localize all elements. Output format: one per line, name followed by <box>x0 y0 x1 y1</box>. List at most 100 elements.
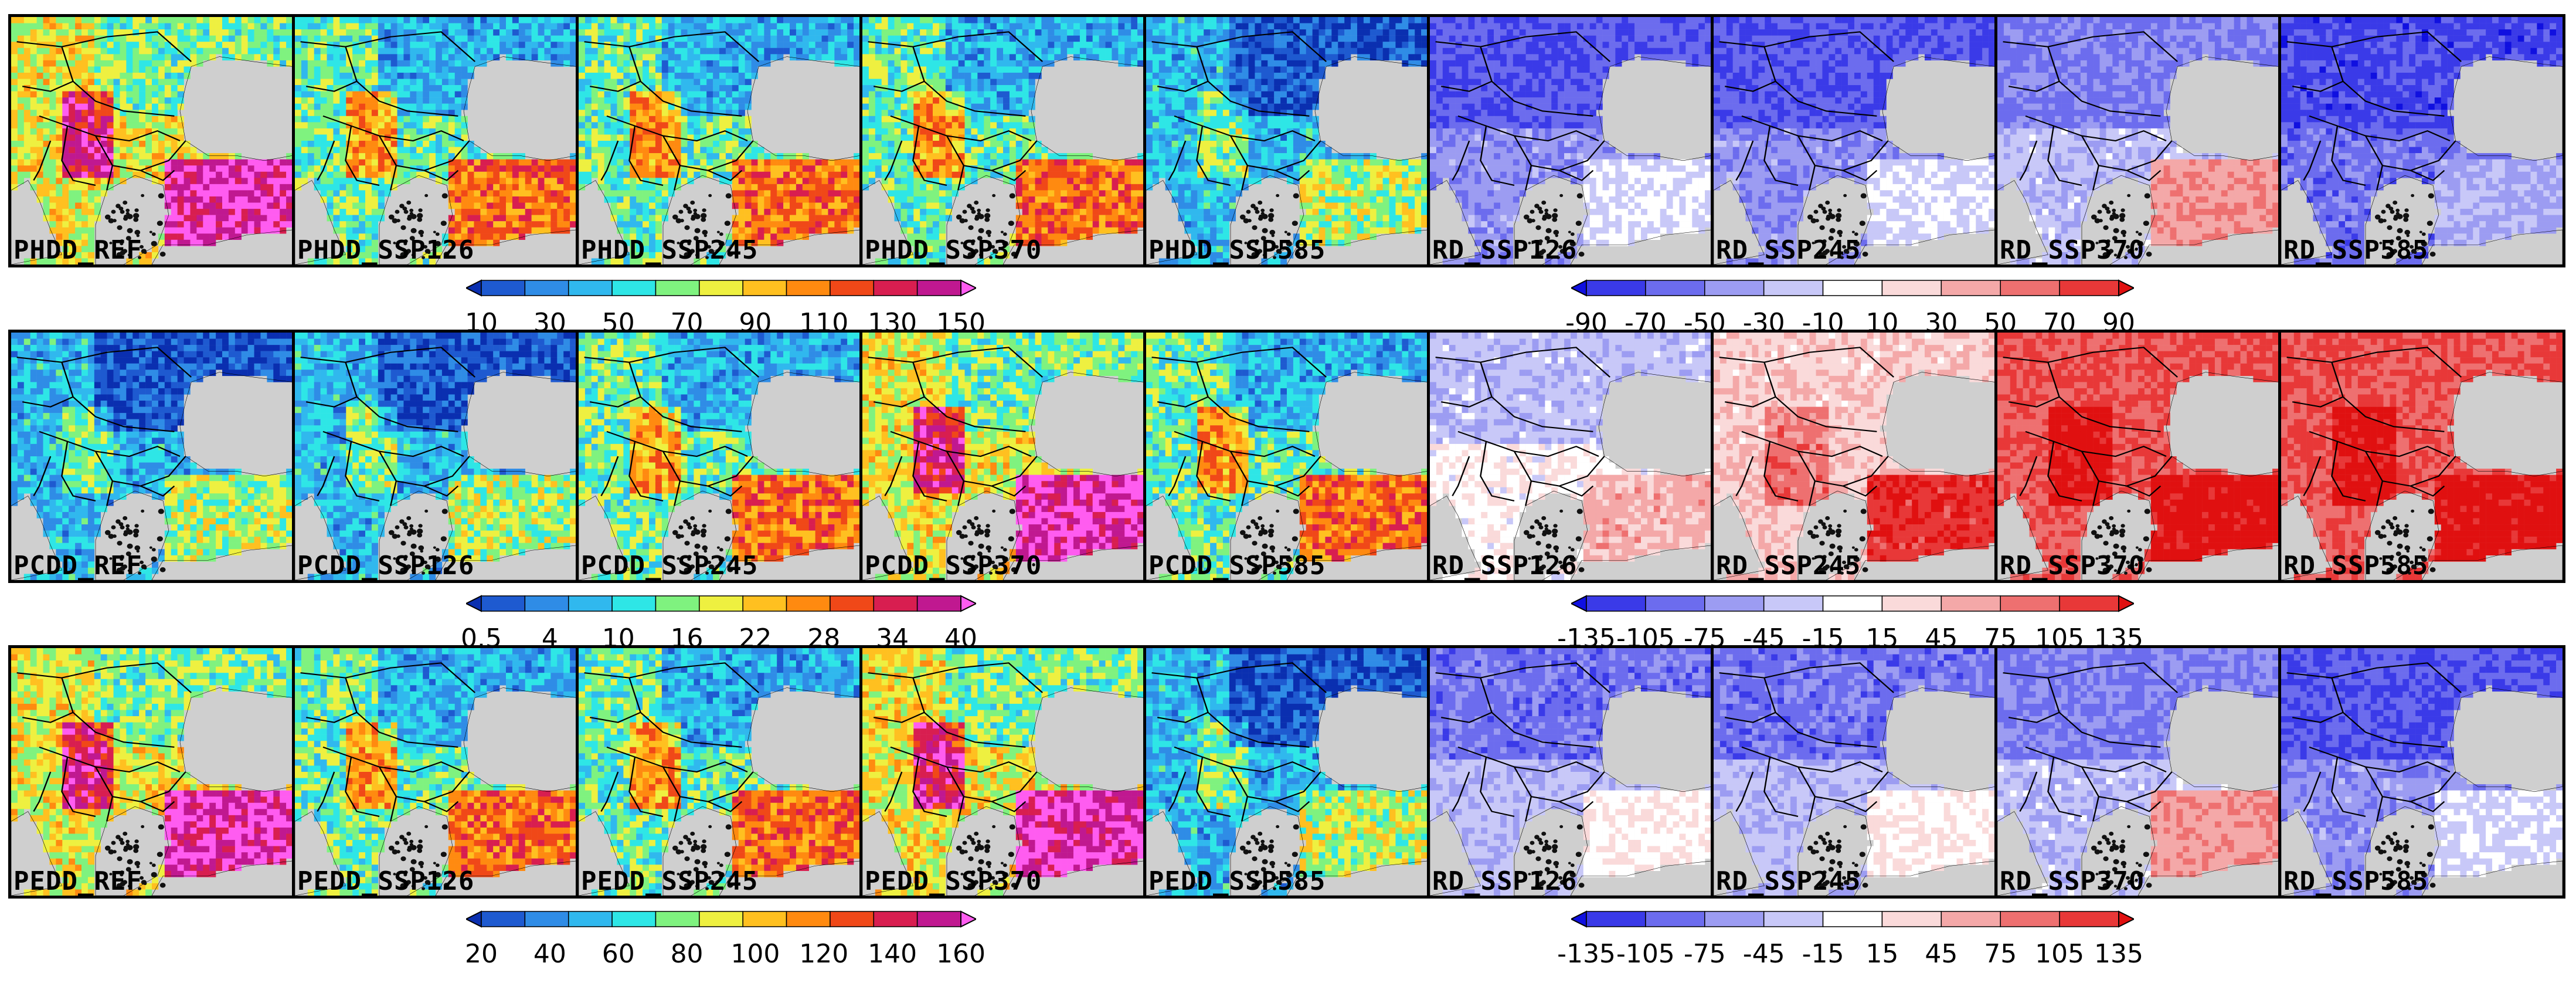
colorbar-swatch <box>1941 911 2001 927</box>
panel-label: PHDD_REF <box>13 236 142 265</box>
map-panel-phdd-2: PHDD_SSP126 <box>292 14 579 267</box>
map-panel-phdd-5: PHDD_SSP585 <box>1143 14 1430 267</box>
colorbar-swatch <box>2000 280 2060 296</box>
colorbar-swatch <box>1645 595 1705 612</box>
panel-label: PCDD_SSP126 <box>297 552 474 580</box>
gridded-field <box>1430 648 1711 896</box>
colorbar-swatch <box>1704 911 1765 927</box>
map-panel-pcdd-7: RD_SSP245 <box>1711 330 1998 583</box>
map-panel-pedd-6: RD_SSP126 <box>1427 645 1714 899</box>
colorbar-swatches <box>466 279 976 297</box>
panel-label: PEDD_SSP370 <box>865 867 1042 896</box>
panel-label: RD_SSP245 <box>1716 236 1861 265</box>
colorbar-swatch <box>699 595 743 612</box>
panel-label: RD_SSP126 <box>1432 867 1577 896</box>
gridded-field <box>2281 333 2563 580</box>
map-panel-pcdd-5: PCDD_SSP585 <box>1143 330 1430 583</box>
colorbar-swatch <box>655 595 700 612</box>
colorbar-swatch <box>611 911 657 927</box>
map-panel-pcdd-4: PCDD_SSP370 <box>859 330 1147 583</box>
map-panel-pcdd-8: RD_SSP370 <box>1994 330 2282 583</box>
map-panel-phdd-4: PHDD_SSP370 <box>859 14 1147 267</box>
colorbar-max-arrow <box>960 910 976 928</box>
colorbar-swatch <box>742 911 787 927</box>
map-panel-phdd-7: RD_SSP245 <box>1711 14 1998 267</box>
colorbar-tick-label: 140 <box>868 940 917 969</box>
colorbar-swatch <box>1881 911 1942 927</box>
colorbar-tick-label: 160 <box>936 940 985 969</box>
colorbar-swatch <box>830 280 875 296</box>
colorbar-tick-label: -75 <box>1684 940 1726 969</box>
colorbar-swatch <box>567 595 613 612</box>
colorbar-tick-label: 105 <box>2035 940 2084 969</box>
panel-label: PEDD_SSP126 <box>297 867 474 896</box>
colorbar-swatch <box>2059 595 2119 612</box>
colorbar-min-arrow <box>466 279 482 297</box>
colorbar-swatch <box>1763 911 1824 927</box>
panel-label: RD_SSP585 <box>2283 867 2428 896</box>
colorbar-swatch <box>916 911 961 927</box>
gridded-field <box>295 333 576 580</box>
gridded-field <box>862 648 1144 896</box>
colorbar-tick-label: 20 <box>465 940 498 969</box>
colorbar-swatch <box>524 911 569 927</box>
colorbar-relative-difference: -90 -70 -50 -30 -10 10 30 50 70 90 <box>1565 279 2135 344</box>
gridded-field <box>1146 17 1428 265</box>
colorbar-min-arrow <box>1571 279 1587 297</box>
colorbar-swatch <box>873 911 918 927</box>
colorbar-swatch <box>2000 911 2060 927</box>
colorbar-swatches <box>466 910 976 928</box>
colorbar-swatch <box>699 280 743 296</box>
panel-label: RD_SSP245 <box>1716 867 1861 896</box>
gridded-field <box>1430 17 1711 265</box>
colorbar-swatch <box>567 911 613 927</box>
colorbar-swatch <box>1763 280 1824 296</box>
panel-label: RD_SSP126 <box>1432 552 1577 580</box>
panel-label: RD_SSP126 <box>1432 236 1577 265</box>
colorbar-index: 20 40 60 80 100 120 140 160 <box>465 910 985 975</box>
map-panel-pedd-1: PEDD_REF <box>8 645 295 899</box>
colorbar-max-arrow <box>2118 910 2134 928</box>
map-panel-pedd-3: PEDD_SSP245 <box>576 645 863 899</box>
colorbar-swatch <box>611 280 657 296</box>
gridded-field <box>2281 17 2563 265</box>
colorbar-tick-label: -105 <box>1616 940 1675 969</box>
map-panel-phdd-1: PHDD_REF <box>8 14 295 267</box>
colorbar-tick-label: 135 <box>2094 940 2143 969</box>
colorbar-swatch <box>655 280 700 296</box>
map-panel-pcdd-1: PCDD_REF <box>8 330 295 583</box>
gridded-field <box>11 648 293 896</box>
colorbar-swatch <box>611 595 657 612</box>
map-panel-pedd-2: PEDD_SSP126 <box>292 645 579 899</box>
panel-label: PHDD_SSP245 <box>581 236 758 265</box>
colorbar-swatch <box>786 911 831 927</box>
colorbar-swatch <box>873 280 918 296</box>
colorbar-swatch <box>2000 595 2060 612</box>
panel-label: RD_SSP370 <box>2000 236 2145 265</box>
panel-label: RD_SSP585 <box>2283 552 2428 580</box>
colorbar-max-arrow <box>960 595 976 612</box>
colorbar-swatch <box>873 595 918 612</box>
colorbar-tick-label: -135 <box>1557 940 1616 969</box>
colorbar-swatch <box>1645 911 1705 927</box>
colorbar-swatch <box>916 595 961 612</box>
panel-label: PCDD_SSP245 <box>581 552 758 580</box>
gridded-field <box>862 333 1144 580</box>
colorbar-swatch <box>567 280 613 296</box>
colorbar-tick-label: -45 <box>1743 940 1785 969</box>
colorbar-swatch <box>916 280 961 296</box>
map-panel-phdd-3: PHDD_SSP245 <box>576 14 863 267</box>
colorbar-swatch <box>1586 911 1646 927</box>
gridded-field <box>11 333 293 580</box>
gridded-field <box>579 648 860 896</box>
colorbar-swatch <box>1941 595 2001 612</box>
colorbar-tick-label: 45 <box>1925 940 1958 969</box>
colorbar-tick-label: 80 <box>671 940 704 969</box>
gridded-field <box>1430 333 1711 580</box>
colorbar-tick-label: 75 <box>1984 940 2017 969</box>
colorbar-swatch <box>1645 280 1705 296</box>
gridded-field <box>1714 333 1995 580</box>
gridded-field <box>1997 648 2279 896</box>
panel-label: RD_SSP370 <box>2000 552 2145 580</box>
